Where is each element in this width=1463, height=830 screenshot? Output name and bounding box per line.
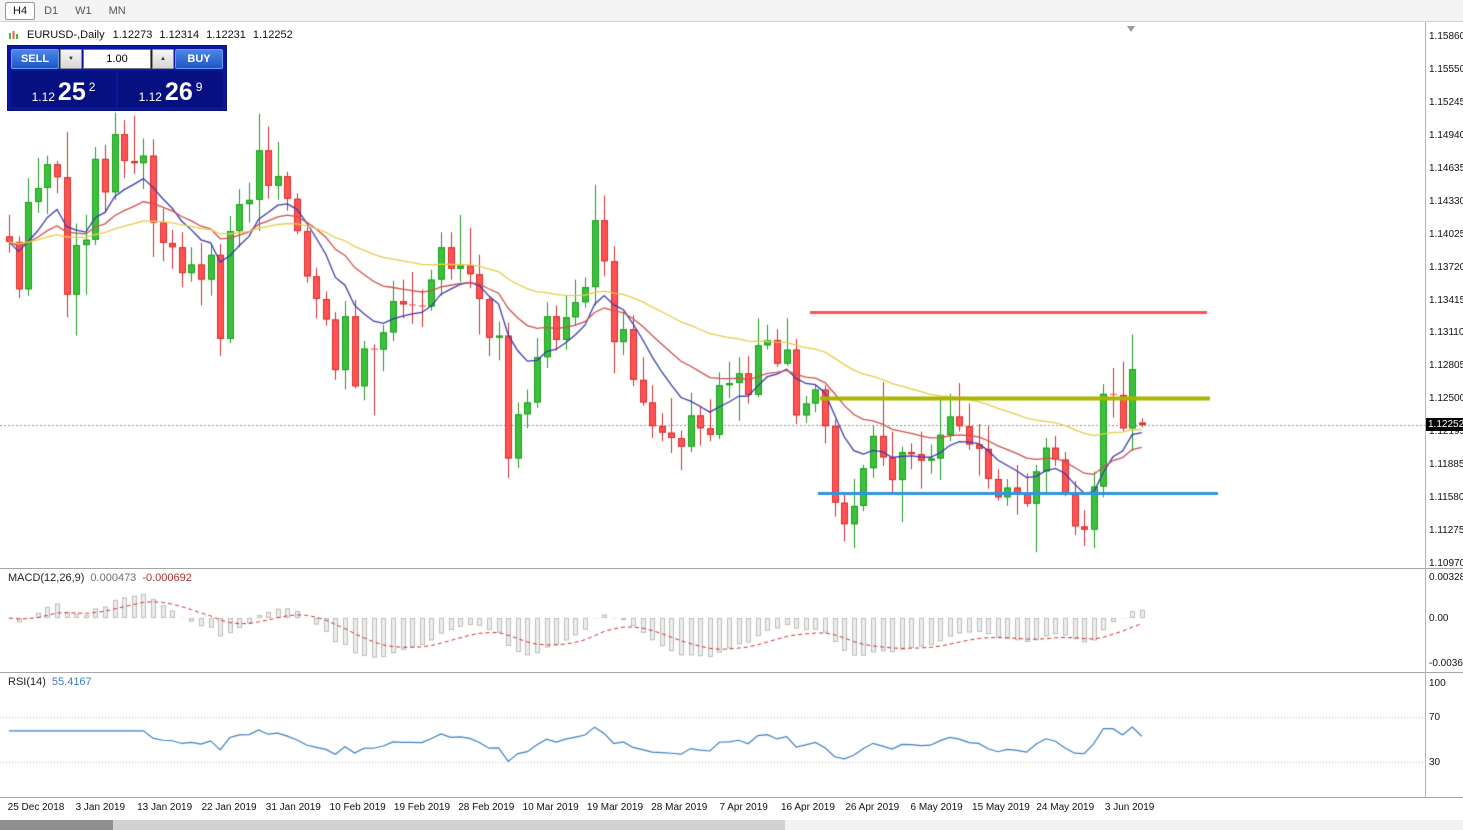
axis-label: 1.14330: [1429, 195, 1463, 207]
sell-button[interactable]: SELL: [11, 49, 59, 69]
axis-label: 1.11275: [1429, 525, 1463, 537]
price-axis-border: [1425, 22, 1426, 797]
volume-up-button[interactable]: ▲: [152, 49, 174, 69]
timeframe-d1-button[interactable]: D1: [36, 2, 66, 20]
axis-label: 70: [1429, 711, 1441, 723]
ask-prefix: 1.12: [138, 90, 162, 104]
axis-label: 1.15860: [1429, 31, 1463, 42]
date-axis-label: 31 Jan 2019: [265, 802, 321, 813]
rsi-value: 55.4167: [51, 676, 92, 688]
date-axis-label: 22 Jan 2019: [201, 802, 257, 813]
axis-label: 1.13720: [1429, 261, 1463, 273]
axis-label: -0.003659: [1429, 658, 1463, 670]
date-axis-label: 28 Mar 2019: [651, 802, 708, 813]
axis-label: 1.14940: [1429, 130, 1463, 142]
date-axis-label: 7 Apr 2019: [719, 802, 768, 813]
date-axis-label: 19 Mar 2019: [586, 802, 644, 813]
macd-rsi-splitter[interactable]: [0, 672, 1463, 673]
rsi-indicator-canvas[interactable]: [0, 673, 1426, 797]
date-axis-label: 24 May 2019: [1036, 802, 1095, 813]
ohlc-close: 1.12252: [252, 29, 293, 41]
axis-label: 1.14635: [1429, 163, 1463, 175]
timeframe-h4-button[interactable]: H4: [5, 1, 36, 20]
ask-price-display: 1.12 26 9: [118, 71, 223, 107]
date-axis-label: 26 Apr 2019: [845, 802, 900, 813]
ohlc-open: 1.12273: [112, 29, 153, 41]
axis-label: 1.11885: [1429, 459, 1463, 471]
axis-label: 1.10970: [1429, 558, 1463, 570]
scrollbar-thumb[interactable]: [0, 820, 113, 830]
ohlc-low: 1.12231: [206, 29, 246, 41]
date-axis-label: 16 Apr 2019: [780, 802, 835, 813]
symbol-period-text: EURUSD-,Daily: [27, 29, 105, 41]
chart-icon: [9, 30, 18, 39]
axis-label: 1.13110: [1429, 327, 1463, 339]
bid-pips: 25: [57, 78, 86, 106]
one-click-trading-panel: SELL ▼ ▲ BUY 1.12 25 2 1.12 26 9: [8, 46, 226, 110]
price-chart-canvas[interactable]: [0, 22, 1426, 568]
ask-point: 9: [195, 80, 203, 94]
axis-label: 1.12805: [1429, 360, 1463, 372]
bid-price-display: 1.12 25 2: [11, 71, 116, 107]
scrollbar-range: [113, 820, 785, 830]
timeframe-mn-button[interactable]: MN: [101, 2, 134, 20]
date-axis-label: 19 Feb 2019: [393, 802, 451, 813]
macd-signal-value: -0.000692: [142, 572, 192, 584]
timeframe-toolbar: H4 D1 W1 MN: [0, 0, 1463, 22]
axis-label: 0.00: [1429, 613, 1449, 625]
chart-shift-marker[interactable]: [1127, 26, 1135, 32]
date-axis-label: 3 Jun 2019: [1104, 802, 1155, 813]
buy-button[interactable]: BUY: [175, 49, 223, 69]
chevron-up-icon: ▲: [160, 56, 166, 62]
rsi-name: RSI(14): [8, 676, 46, 688]
date-axis-label: 10 Feb 2019: [329, 802, 386, 813]
axis-label: 30: [1429, 757, 1441, 769]
macd-indicator-canvas[interactable]: [0, 569, 1426, 672]
ask-pips: 26: [164, 78, 193, 106]
axis-label: 1.11580: [1429, 492, 1463, 504]
macd-main-value: 0.000473: [90, 572, 137, 584]
rsi-dateaxis-splitter[interactable]: [0, 797, 1463, 798]
axis-label: 1.15550: [1429, 64, 1463, 76]
date-axis-label: 13 Jan 2019: [137, 802, 193, 813]
bid-point: 2: [88, 80, 96, 94]
axis-label: 1.12195: [1429, 426, 1463, 437]
axis-label: 1.14025: [1429, 228, 1463, 240]
horizontal-scrollbar[interactable]: [0, 820, 1463, 830]
date-axis-label: 10 Mar 2019: [522, 802, 579, 813]
current-price-tag: 1.12252: [1426, 418, 1463, 431]
ohlc-high: 1.12314: [159, 29, 200, 41]
main-macd-splitter[interactable]: [0, 568, 1463, 569]
axis-label: 100: [1429, 677, 1446, 689]
date-axis-label: 28 Feb 2019: [458, 802, 515, 813]
axis-label: 1.12500: [1429, 393, 1463, 405]
date-axis-label: 6 May 2019: [910, 802, 963, 813]
axis-label: 0.003287: [1429, 572, 1463, 584]
bid-prefix: 1.12: [31, 90, 55, 104]
axis-label: 1.13415: [1429, 294, 1463, 306]
timeframe-w1-button[interactable]: W1: [67, 2, 100, 20]
date-axis-label: 3 Jan 2019: [75, 802, 126, 813]
rsi-label: RSI(14) 55.4167: [8, 676, 92, 688]
date-axis-label: 25 Dec 2018: [7, 802, 65, 813]
volume-input[interactable]: [83, 49, 151, 69]
volume-down-button[interactable]: ▼: [60, 49, 82, 69]
chart-symbol-label: EURUSD-,Daily 1.12273 1.12314 1.12231 1.…: [8, 29, 293, 41]
date-axis-label: 15 May 2019: [972, 802, 1030, 813]
macd-label: MACD(12,26,9) 0.000473 -0.000692: [8, 572, 192, 584]
macd-name: MACD(12,26,9): [8, 572, 85, 584]
axis-label: 1.15245: [1429, 97, 1463, 109]
chevron-down-icon: ▼: [68, 56, 74, 62]
